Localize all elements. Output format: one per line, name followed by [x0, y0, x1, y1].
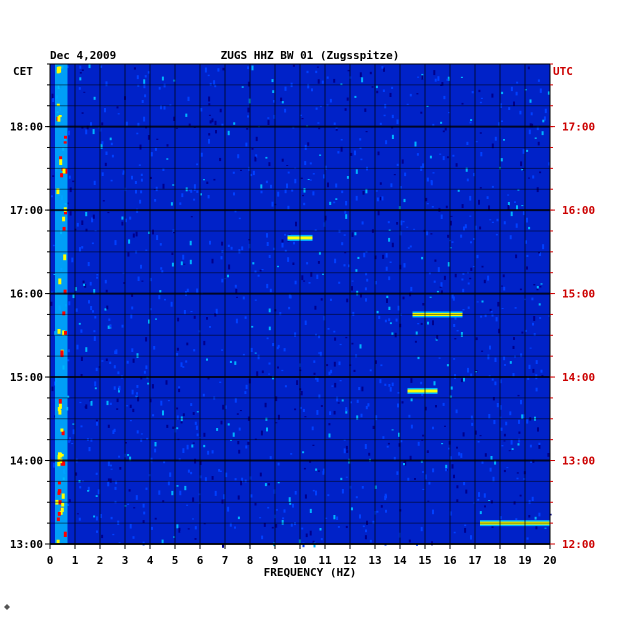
x-tick-label: 0 — [47, 554, 54, 567]
chart-date: Dec 4,2009 — [50, 49, 116, 62]
x-tick-label: 4 — [147, 554, 154, 567]
x-tick-label: 19 — [518, 554, 531, 567]
x-tick-label: 2 — [97, 554, 104, 567]
x-tick-label: 9 — [272, 554, 279, 567]
left-time-label: 16:00 — [10, 288, 43, 301]
right-time-label: 12:00 — [562, 538, 595, 551]
right-time-label: 14:00 — [562, 371, 595, 384]
right-time-label: 17:00 — [562, 121, 595, 134]
corner-mark-icon — [4, 604, 10, 610]
x-tick-label: 11 — [318, 554, 332, 567]
left-time-label: 14:00 — [10, 455, 43, 468]
x-tick-label: 12 — [343, 554, 356, 567]
right-axis-label: UTC — [553, 65, 573, 78]
x-tick-label: 8 — [247, 554, 254, 567]
x-tick-label: 13 — [368, 554, 381, 567]
feature-3 — [407, 387, 438, 394]
chart-title: ZUGS HHZ BW 01 (Zugsspitze) — [221, 49, 400, 62]
left-time-label: 17:00 — [10, 204, 43, 217]
x-tick-label: 20 — [543, 554, 556, 567]
left-time-label: 15:00 — [10, 371, 43, 384]
grid-lines — [49, 63, 551, 545]
left-time-label: 18:00 — [10, 121, 43, 134]
x-tick-label: 18 — [493, 554, 506, 567]
x-tick-label: 1 — [72, 554, 79, 567]
left-time-label: 13:00 — [10, 538, 43, 551]
x-tick-label: 5 — [172, 554, 179, 567]
x-tick-label: 17 — [468, 554, 481, 567]
feature-0 — [55, 64, 68, 544]
right-time-label: 16:00 — [562, 204, 595, 217]
right-time-label: 13:00 — [562, 455, 595, 468]
right-time-label: 15:00 — [562, 288, 595, 301]
x-tick-label: 7 — [222, 554, 229, 567]
x-tick-label: 3 — [122, 554, 129, 567]
x-tick-label: 10 — [293, 554, 306, 567]
x-axis-label: FREQUENCY (HZ) — [264, 566, 357, 579]
x-tick-label: 16 — [443, 554, 457, 567]
x-tick-label: 6 — [197, 554, 204, 567]
x-tick-label: 14 — [393, 554, 407, 567]
x-tick-label: 15 — [418, 554, 431, 567]
left-axis-label: CET — [13, 65, 33, 78]
